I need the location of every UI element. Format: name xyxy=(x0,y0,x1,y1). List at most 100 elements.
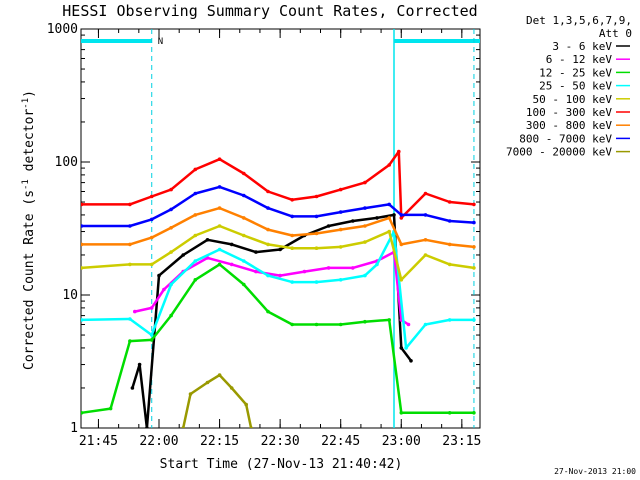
data-point xyxy=(363,240,367,244)
data-point xyxy=(447,219,452,223)
data-point xyxy=(375,262,379,267)
data-point xyxy=(423,238,428,242)
data-point xyxy=(447,262,452,267)
data-point xyxy=(266,206,270,210)
data-point xyxy=(363,180,367,185)
y-axis-label-end: ) xyxy=(22,90,37,98)
legend-entry-label: 50 - 100 keV xyxy=(533,93,613,106)
data-point xyxy=(404,346,408,350)
flag-label: N xyxy=(158,37,163,47)
data-point xyxy=(338,322,343,327)
data-point xyxy=(266,242,270,247)
timestamp: 27-Nov-2013 21:00 xyxy=(554,467,636,476)
data-point xyxy=(130,386,135,390)
data-point xyxy=(409,359,413,363)
chart-title: HESSI Observing Summary Count Rates, Cor… xyxy=(62,2,477,20)
data-point xyxy=(423,213,428,217)
data-point xyxy=(128,202,132,207)
data-point xyxy=(157,273,161,278)
data-point xyxy=(128,242,132,247)
data-point xyxy=(81,411,84,415)
y-tick-label: 10 xyxy=(62,288,78,303)
legend-entry-label: 3 - 6 keV xyxy=(552,40,612,53)
data-point xyxy=(447,411,452,415)
data-point xyxy=(169,187,173,192)
data-point xyxy=(149,333,154,337)
data-point xyxy=(472,318,476,322)
data-point xyxy=(387,163,392,167)
data-point xyxy=(217,262,222,267)
data-point xyxy=(81,318,84,322)
data-point xyxy=(290,280,295,284)
series-line-4 xyxy=(81,230,474,350)
data-point xyxy=(244,402,248,407)
data-point xyxy=(338,227,343,232)
data-point xyxy=(406,322,411,327)
data-point xyxy=(423,191,428,196)
data-point xyxy=(266,309,270,314)
x-tick-label: 23:15 xyxy=(442,434,481,449)
data-point xyxy=(242,259,246,263)
data-point xyxy=(181,253,185,257)
data-point xyxy=(266,273,270,278)
data-point xyxy=(387,318,392,322)
data-point xyxy=(399,411,404,415)
data-point xyxy=(447,242,452,247)
data-point xyxy=(472,220,476,225)
y-axis-label-sup2: -1 xyxy=(21,98,31,109)
data-point xyxy=(242,216,246,220)
data-point xyxy=(290,246,295,250)
data-point xyxy=(399,213,404,217)
y-axis-label: Corrected Count Rate (s-1 detector-1) xyxy=(21,90,37,370)
data-point xyxy=(205,380,210,385)
data-point xyxy=(242,193,246,198)
data-point xyxy=(128,317,132,321)
data-point xyxy=(338,210,343,214)
data-point xyxy=(399,242,404,247)
data-point xyxy=(314,194,319,199)
data-point xyxy=(472,266,476,270)
data-point xyxy=(128,224,132,228)
data-point xyxy=(338,187,343,192)
data-point xyxy=(314,246,319,250)
data-point xyxy=(472,245,476,249)
legend-entry-label: 100 - 300 keV xyxy=(526,106,612,119)
y-tick-label: 1000 xyxy=(47,22,78,37)
data-point xyxy=(205,238,210,242)
x-tick-label: 21:45 xyxy=(79,434,118,449)
data-point xyxy=(193,278,198,282)
data-point xyxy=(217,206,222,210)
data-point xyxy=(363,319,367,324)
data-point xyxy=(472,411,476,415)
series-line-6 xyxy=(81,150,475,220)
data-point xyxy=(137,362,142,367)
data-point xyxy=(338,245,343,249)
data-point xyxy=(266,189,270,194)
data-point xyxy=(133,309,137,314)
data-point xyxy=(181,426,185,428)
data-point xyxy=(338,278,343,282)
data-point xyxy=(229,386,234,390)
data-point xyxy=(399,278,404,282)
y-axis-label-mid: detector xyxy=(22,109,37,180)
legend-header: Att 0 xyxy=(599,27,632,40)
legend-entry-label: 6 - 12 keV xyxy=(546,53,613,66)
data-point xyxy=(242,171,246,176)
series-line-8 xyxy=(81,185,474,228)
data-point xyxy=(363,224,367,228)
x-tick-label: 22:00 xyxy=(139,434,178,449)
data-point xyxy=(314,231,319,236)
data-point xyxy=(351,266,355,270)
data-point xyxy=(290,322,295,327)
data-point xyxy=(399,216,404,220)
data-point xyxy=(193,191,198,196)
data-point xyxy=(193,213,198,217)
data-point xyxy=(128,262,132,267)
data-point xyxy=(169,250,173,254)
data-point xyxy=(326,266,331,270)
data-point xyxy=(217,185,222,189)
data-point xyxy=(81,242,84,247)
x-axis-label: Start Time (27-Nov-13 21:40:42) xyxy=(160,457,403,472)
data-point xyxy=(149,235,154,240)
